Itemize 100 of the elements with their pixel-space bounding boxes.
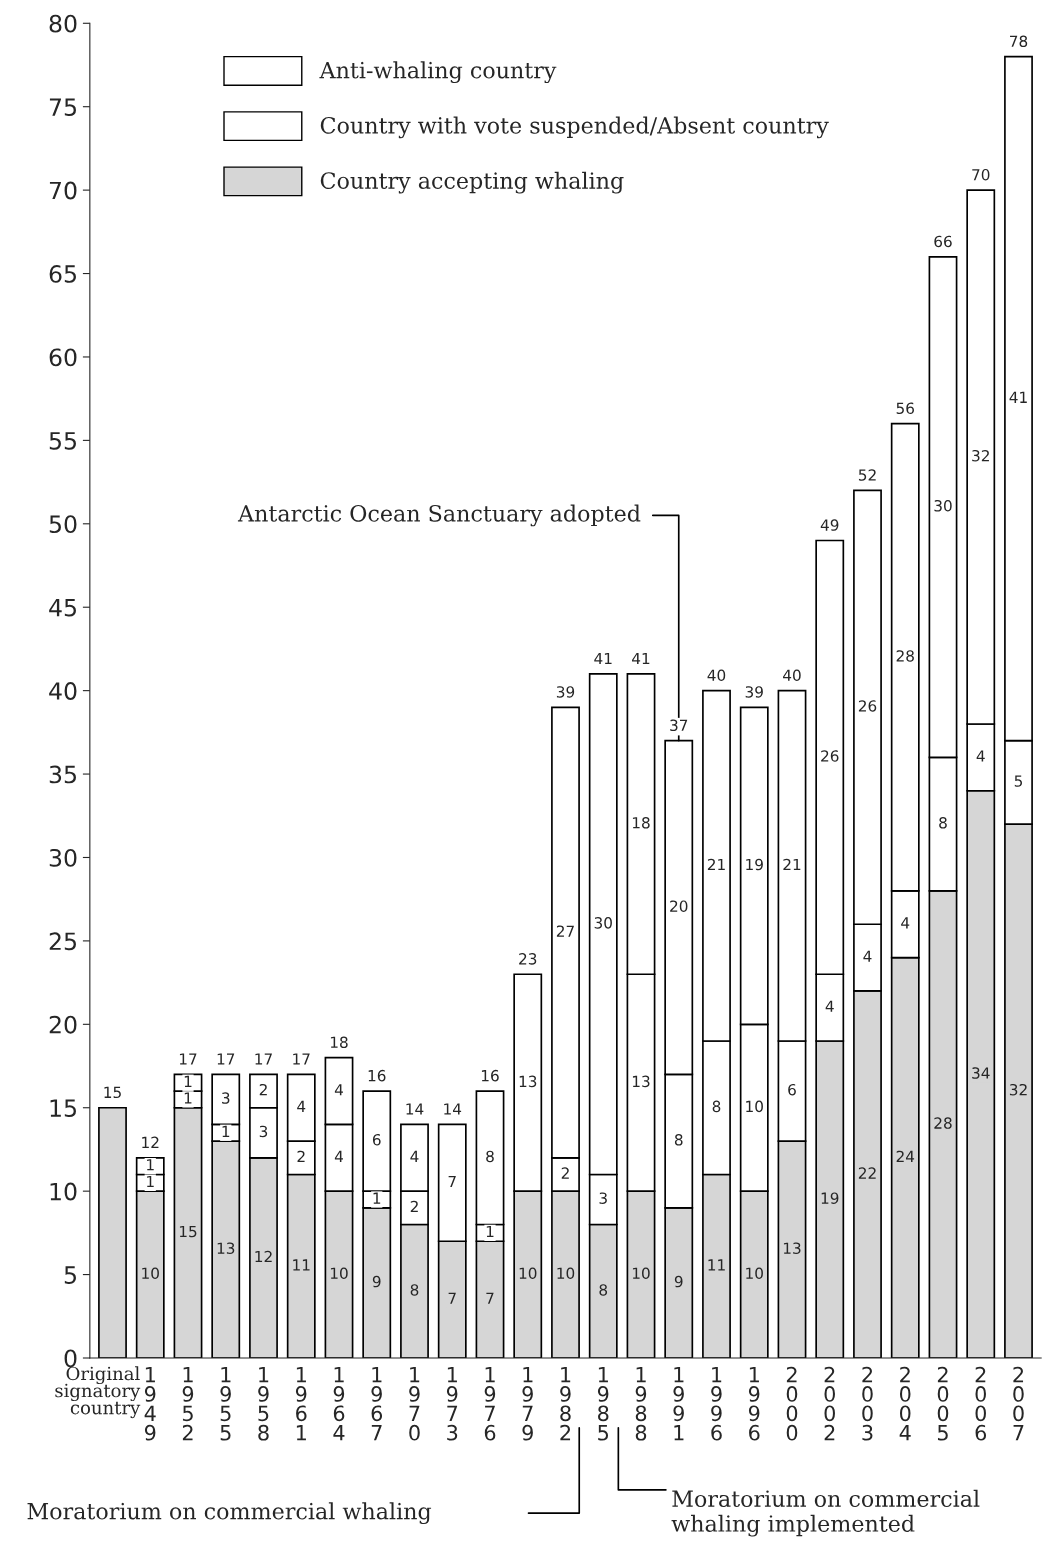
x-tick-label: 2007 <box>1013 1366 1024 1441</box>
data-label: 9 <box>372 1275 381 1288</box>
data-label: 27 <box>556 925 574 937</box>
total-label: 49 <box>820 519 839 531</box>
x-tick-label: 2002 <box>824 1366 835 1441</box>
x-tick-label: 1961 <box>295 1366 307 1441</box>
x-tick-label: 1964 <box>333 1366 345 1441</box>
x-tick-label: 1958 <box>258 1366 269 1441</box>
data-label: 10 <box>519 1267 537 1280</box>
total-label: 17 <box>217 1053 235 1065</box>
data-label: 6 <box>372 1133 381 1146</box>
data-label: 1 <box>222 1125 230 1137</box>
data-label: 13 <box>632 1075 650 1088</box>
data-label: 13 <box>519 1075 537 1088</box>
y-tick-label: 25 <box>49 932 76 951</box>
y-tick-label: 35 <box>49 765 76 784</box>
x-tick-label: Original signatory country <box>55 1366 141 1419</box>
data-label: 8 <box>939 816 947 829</box>
data-label: 26 <box>858 700 877 712</box>
total-label: 40 <box>783 669 801 682</box>
data-label: 30 <box>594 917 612 929</box>
y-tick-label: 10 <box>50 1182 77 1201</box>
data-label: 22 <box>858 1167 876 1179</box>
total-label: 39 <box>556 686 575 698</box>
data-label: 10 <box>746 1267 763 1280</box>
data-label: 12 <box>255 1250 272 1263</box>
data-label: 1 <box>486 1225 494 1238</box>
data-label: 7 <box>448 1175 456 1188</box>
data-label: 18 <box>632 816 650 829</box>
data-label: 4 <box>976 750 985 762</box>
data-label: 1 <box>184 1092 192 1104</box>
total-label: 16 <box>481 1069 499 1082</box>
data-label: 32 <box>1009 1083 1027 1096</box>
total-label: 39 <box>745 686 763 698</box>
data-label: 7 <box>448 1292 456 1304</box>
data-label: 15 <box>179 1225 197 1238</box>
annotation: Antarctic Ocean Sanctuary adopted <box>237 504 641 527</box>
data-label: 19 <box>821 1192 839 1204</box>
data-label: 10 <box>557 1267 575 1280</box>
data-label: 13 <box>783 1242 801 1254</box>
data-label: 1 <box>184 1075 192 1087</box>
x-tick-label: 1952 <box>182 1366 194 1441</box>
data-label: 21 <box>707 858 725 871</box>
x-tick-label: 1949 <box>144 1366 156 1441</box>
y-tick-label: 70 <box>49 181 77 200</box>
data-label: 3 <box>599 1192 607 1204</box>
x-tick-label: 1955 <box>220 1366 231 1441</box>
legend-label: Country with vote suspended/Absent country <box>320 116 829 139</box>
total-label: 17 <box>293 1053 310 1065</box>
data-label: 34 <box>972 1067 990 1079</box>
data-label: 10 <box>632 1267 650 1280</box>
y-tick-label: 45 <box>49 598 76 617</box>
data-label: 26 <box>821 750 839 762</box>
data-label: 1 <box>147 1159 154 1171</box>
data-label: 20 <box>670 900 688 912</box>
total-label: 41 <box>594 652 612 665</box>
y-tick-label: 20 <box>49 1015 77 1034</box>
legend-label: Country accepting whaling <box>320 171 624 194</box>
x-tick-label: 1996 <box>748 1366 760 1441</box>
total-label: 17 <box>179 1053 197 1065</box>
x-tick-label: 2005 <box>937 1366 949 1441</box>
data-label: 21 <box>783 858 801 871</box>
data-label: 19 <box>746 858 763 871</box>
x-tick-label: 1988 <box>635 1366 647 1441</box>
total-label: 37 <box>670 719 688 732</box>
data-label: 28 <box>896 650 914 662</box>
data-label: 4 <box>334 1150 343 1163</box>
data-label: 13 <box>217 1242 235 1254</box>
total-label: 17 <box>255 1053 272 1065</box>
data-label: 2 <box>410 1200 418 1213</box>
data-label: 10 <box>142 1267 159 1280</box>
x-tick-label: 2004 <box>899 1366 911 1441</box>
x-tick-label: 1985 <box>597 1366 609 1441</box>
data-label: 4 <box>334 1084 343 1096</box>
total-label: 12 <box>142 1136 159 1148</box>
data-label: 4 <box>297 1100 306 1112</box>
total-label: 52 <box>858 469 876 481</box>
y-tick-label: 50 <box>49 515 77 534</box>
x-tick-label: 2003 <box>862 1366 873 1441</box>
data-label: 2 <box>259 1083 267 1096</box>
x-tick-label: 1996 <box>711 1366 722 1441</box>
total-label: 66 <box>934 235 952 248</box>
x-tick-label: 1979 <box>522 1366 533 1441</box>
total-label: 16 <box>368 1069 386 1082</box>
x-tick-label: 1967 <box>371 1366 383 1441</box>
data-label: 1 <box>147 1175 154 1188</box>
x-tick-label: 1991 <box>673 1366 684 1441</box>
x-tick-label: 1973 <box>446 1366 458 1441</box>
data-label: 8 <box>410 1284 419 1296</box>
data-label: 7 <box>486 1292 494 1304</box>
data-label: 41 <box>1009 391 1027 403</box>
data-label: 4 <box>901 917 910 929</box>
y-tick-label: 40 <box>49 682 77 700</box>
y-tick-label: 5 <box>64 1266 76 1284</box>
data-label: 5 <box>1014 775 1023 787</box>
text: Moratorium on commercial whaling <box>27 1502 432 1525</box>
legend-label: Anti-whaling country <box>319 61 557 84</box>
y-tick-label: 15 <box>50 1099 76 1118</box>
y-tick-label: 75 <box>49 98 76 117</box>
total-label: 78 <box>1010 35 1028 48</box>
